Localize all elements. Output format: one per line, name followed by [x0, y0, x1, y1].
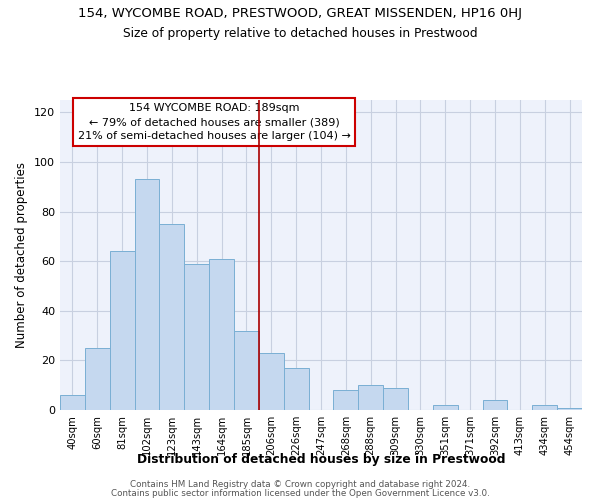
Text: 154, WYCOMBE ROAD, PRESTWOOD, GREAT MISSENDEN, HP16 0HJ: 154, WYCOMBE ROAD, PRESTWOOD, GREAT MISS… — [78, 8, 522, 20]
Y-axis label: Number of detached properties: Number of detached properties — [16, 162, 28, 348]
Bar — [234, 330, 259, 410]
Bar — [532, 405, 557, 410]
Bar — [334, 390, 358, 410]
Bar — [259, 353, 284, 410]
Bar — [358, 385, 383, 410]
Bar — [160, 224, 184, 410]
Bar — [110, 252, 134, 410]
Bar — [60, 395, 85, 410]
Bar — [433, 405, 458, 410]
Bar — [557, 408, 582, 410]
Bar — [209, 258, 234, 410]
Bar — [184, 264, 209, 410]
Text: Contains public sector information licensed under the Open Government Licence v3: Contains public sector information licen… — [110, 489, 490, 498]
Text: 154 WYCOMBE ROAD: 189sqm
← 79% of detached houses are smaller (389)
21% of semi-: 154 WYCOMBE ROAD: 189sqm ← 79% of detach… — [77, 103, 350, 141]
Bar — [85, 348, 110, 410]
Text: Size of property relative to detached houses in Prestwood: Size of property relative to detached ho… — [122, 28, 478, 40]
Text: Contains HM Land Registry data © Crown copyright and database right 2024.: Contains HM Land Registry data © Crown c… — [130, 480, 470, 489]
Bar — [134, 180, 160, 410]
Bar — [383, 388, 408, 410]
Bar — [284, 368, 308, 410]
Text: Distribution of detached houses by size in Prestwood: Distribution of detached houses by size … — [137, 452, 505, 466]
Bar — [482, 400, 508, 410]
